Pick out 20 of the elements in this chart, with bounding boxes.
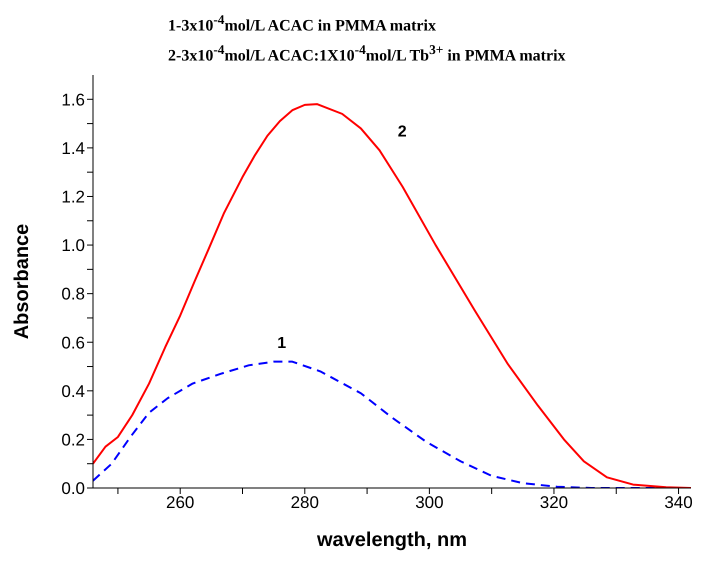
y-axis-title: Absorbance [11,224,34,340]
y-tick-label: 1.4 [61,138,85,158]
y-tick-label: 1.0 [61,236,85,256]
x-tick-label: 340 [664,493,693,512]
annotation: 2 [398,123,407,140]
y-tick-label: 0.6 [61,333,85,352]
y-tick-label: 1.2 [61,188,85,207]
annotation: 1 [277,334,286,352]
y-tick-label: 1.6 [61,90,85,110]
y-tick-label: 0.4 [61,382,85,401]
x-tick-label: 280 [290,493,319,512]
x-tick-label: 260 [166,493,194,512]
chart-subtitle: 2-3x10$^{-4}$mol/L ACAC:1X10$^{-4}$mol/L Tb$^{3+}$ in PMMA matrix [168,41,567,67]
y-tick-label: 0.0 [61,479,85,498]
chart-title: 1-3x10$^{-4}$mol/L ACAC in PMMA matrix [168,11,437,36]
x-tick-label: 300 [415,493,444,512]
y-tick-label: 0.2 [61,430,85,450]
x-axis-title: wavelength, nm [316,529,468,551]
x-tick-label: 320 [540,493,568,512]
y-tick-label: 0.8 [61,284,85,304]
